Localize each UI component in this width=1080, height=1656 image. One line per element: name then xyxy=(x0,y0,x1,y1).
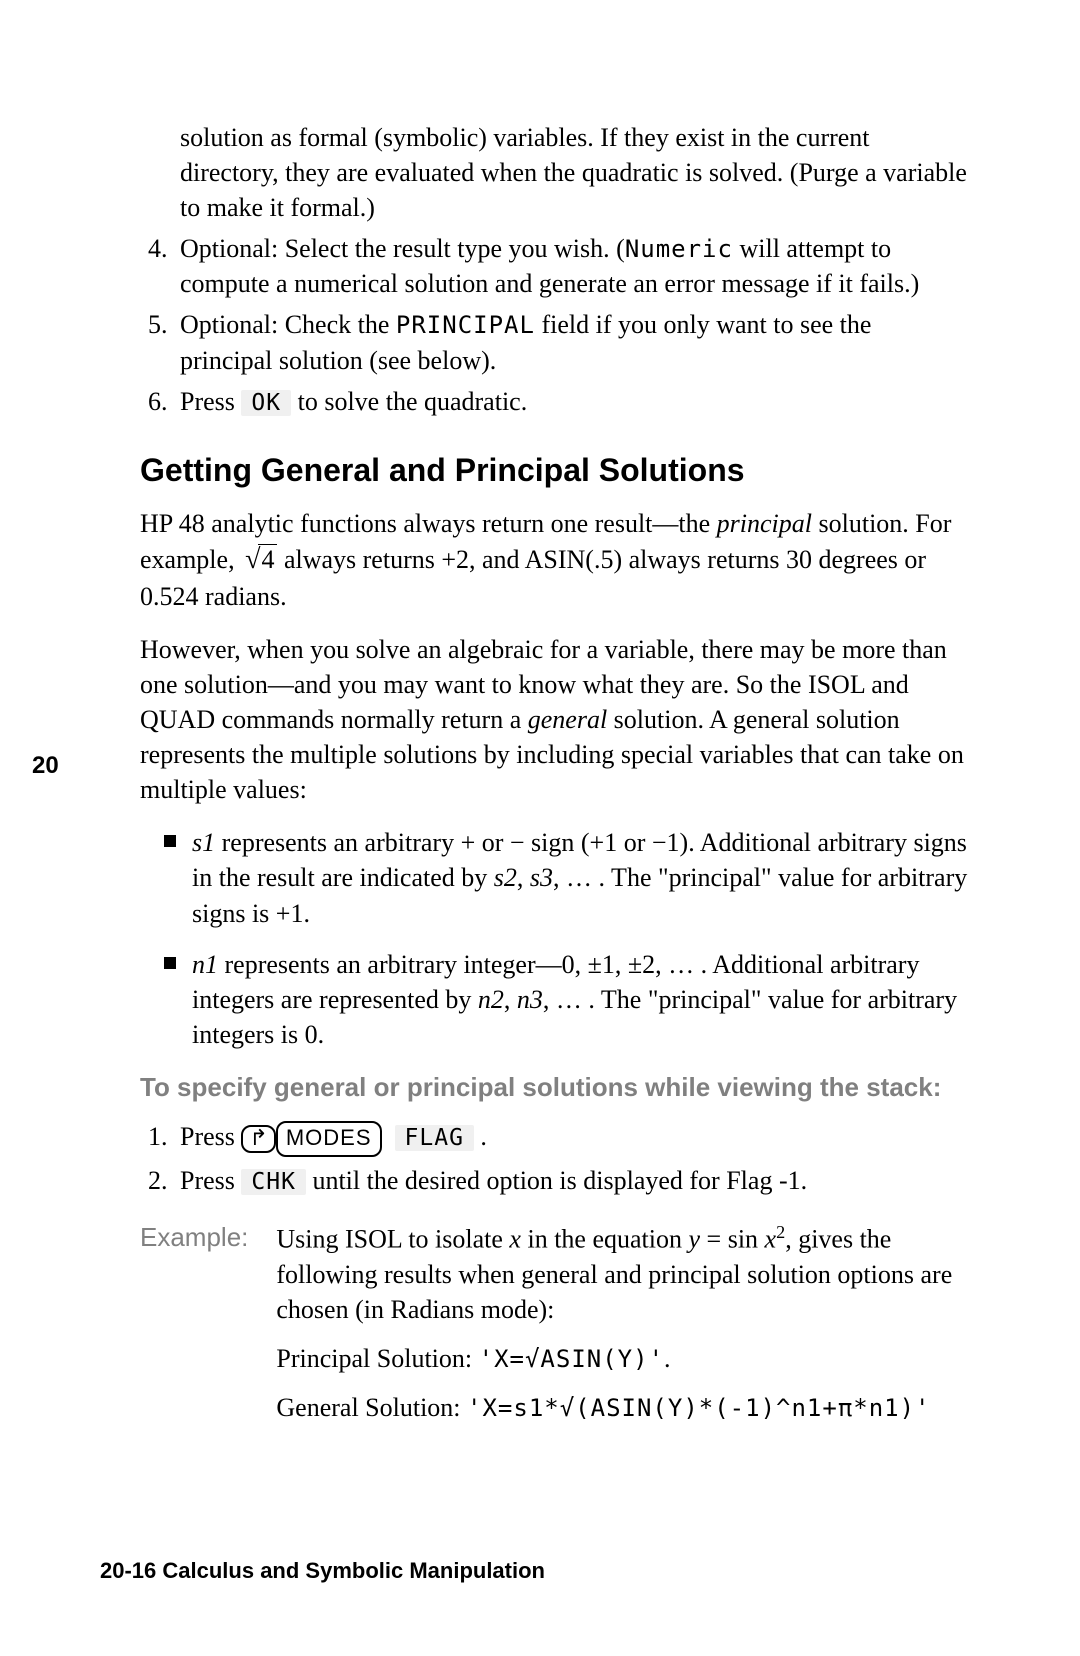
ok-softkey: OK xyxy=(241,390,291,416)
ex-eq-x: x xyxy=(765,1225,777,1254)
var-s3: s3 xyxy=(530,863,553,892)
list-item-3-continuation: solution as formal (symbolic) variables.… xyxy=(180,120,970,225)
var-n2: n2 xyxy=(478,985,504,1014)
page-footer: 20-16 Calculus and Symbolic Manipulation xyxy=(100,1556,545,1586)
ex-prin-dot: . xyxy=(664,1344,671,1373)
para1-em: principal xyxy=(717,509,812,538)
procedure-subhead: To specify general or principal solution… xyxy=(140,1070,970,1105)
ex-a: Using ISOL to isolate xyxy=(276,1225,509,1254)
example-general: General Solution: 'X=s1*√(ASIN(Y)*(-1)^n… xyxy=(276,1390,970,1425)
numeric-field-code: Numeric xyxy=(625,235,733,263)
modes-key: MODES xyxy=(276,1121,382,1157)
proc-step-1: Press ↱MODES FLAG . xyxy=(174,1119,970,1157)
ex-eq-y: y xyxy=(688,1225,700,1254)
ex-eq-sup: 2 xyxy=(776,1222,785,1242)
bullet-s1: s1 represents an arbitrary + or − sign (… xyxy=(164,825,970,930)
ex-eq-mid: = sin xyxy=(700,1225,765,1254)
sqrt-4: 4 xyxy=(241,541,277,579)
paragraph-2: However, when you solve an algebraic for… xyxy=(140,632,970,807)
ex-gen-label: General Solution: xyxy=(276,1393,467,1422)
proc1-a: Press xyxy=(180,1122,241,1151)
bullet-list: s1 represents an arbitrary + or − sign (… xyxy=(140,825,970,1052)
step-6: Press OK to solve the quadratic. xyxy=(174,384,970,419)
proc1-b: . xyxy=(474,1122,487,1151)
example-block: Example: Using ISOL to isolate x in the … xyxy=(140,1220,970,1439)
bullet-n1: n1 represents an arbitrary integer—0, ±1… xyxy=(164,947,970,1052)
ex-var-x: x xyxy=(509,1225,521,1254)
para1-a: HP 48 analytic functions always return o… xyxy=(140,509,717,538)
step-5-a: Optional: Check the xyxy=(180,310,396,339)
section-title: Getting General and Principal Solutions xyxy=(140,449,970,492)
proc-step-2: Press CHK until the desired option is di… xyxy=(174,1163,970,1198)
para2-em: general xyxy=(528,705,607,734)
step-4: Optional: Select the result type you wis… xyxy=(174,231,970,301)
ex-prin-label: Principal Solution: xyxy=(276,1344,478,1373)
step-6-b: to solve the quadratic. xyxy=(291,387,527,416)
example-intro: Using ISOL to isolate x in the equation … xyxy=(276,1220,970,1327)
step-6-a: Press xyxy=(180,387,241,416)
proc2-a: Press xyxy=(180,1166,241,1195)
manual-page: 20 solution as formal (symbolic) variabl… xyxy=(0,0,1080,1656)
flag-softkey: FLAG xyxy=(395,1125,474,1151)
right-shift-key: ↱ xyxy=(241,1125,275,1153)
example-principal: Principal Solution: 'X=√ASIN(Y)'. xyxy=(276,1341,970,1376)
var-n1: n1 xyxy=(192,950,218,979)
chapter-tab: 20 xyxy=(32,750,59,782)
chk-softkey: CHK xyxy=(241,1169,306,1195)
step-4-a: Optional: Select the result type you wis… xyxy=(180,234,625,263)
intro-steps: Optional: Select the result type you wis… xyxy=(140,231,970,418)
example-label: Example: xyxy=(140,1220,248,1439)
step-5: Optional: Check the PRINCIPAL field if y… xyxy=(174,307,970,377)
var-n3: n3 xyxy=(517,985,543,1014)
var-s2: s2 xyxy=(494,863,517,892)
procedure-steps: Press ↱MODES FLAG . Press CHK until the … xyxy=(140,1119,970,1198)
paragraph-1: HP 48 analytic functions always return o… xyxy=(140,506,970,614)
example-body: Using ISOL to isolate x in the equation … xyxy=(276,1220,970,1439)
ex-b: in the equation xyxy=(521,1225,689,1254)
ex-gen-code: 'X=s1*√(ASIN(Y)*(-1)^n1+π*n1)' xyxy=(467,1394,930,1422)
proc2-b: until the desired option is displayed fo… xyxy=(306,1166,807,1195)
principal-field-code: PRINCIPAL xyxy=(396,311,535,339)
ex-prin-code: 'X=√ASIN(Y)' xyxy=(479,1345,664,1373)
var-s1: s1 xyxy=(192,828,215,857)
radicand: 4 xyxy=(258,544,277,574)
